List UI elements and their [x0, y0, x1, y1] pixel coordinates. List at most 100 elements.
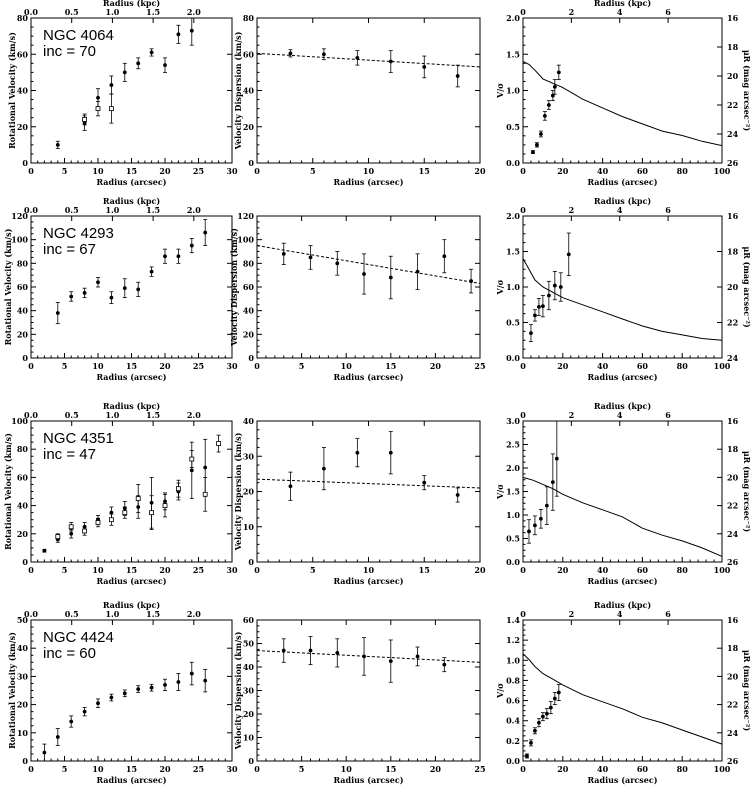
vs-4064-ytick-label: 1.0 — [506, 86, 520, 96]
rot-4351-point-open — [109, 517, 114, 523]
rot-4064-toplabel: Radius (kpc) — [103, 0, 161, 8]
vs-4424-xlabel: Radius (arcsec) — [587, 775, 657, 785]
disp-4424-point — [335, 651, 340, 655]
rot-4064-ytick-label: 40 — [17, 86, 29, 96]
disp-4351-xlabel: Radius (arcsec) — [333, 576, 403, 586]
vs-4424-ytick-label: 1.0 — [506, 655, 520, 665]
disp-4424-ytick-label: 60 — [243, 615, 255, 625]
vs-4293-point — [533, 313, 537, 318]
rot-4064-point — [163, 63, 167, 68]
vs-4351-toptick-label: 4 — [617, 410, 623, 420]
disp-4351-fit-line — [256, 478, 481, 489]
rot-4293-point — [163, 254, 167, 259]
rot-4293-xtick-label: 30 — [226, 361, 238, 371]
rot-4424-toptick-label: 2.0 — [187, 609, 201, 619]
vs-4424-point — [548, 705, 553, 710]
rot-4351-point — [203, 465, 208, 470]
vs-4424-ytick-label: 0.8 — [506, 675, 520, 685]
vs-4064-point — [542, 113, 547, 118]
vs-4064-rtick-label: 26 — [727, 158, 739, 168]
vs-4064-xtick-label: 40 — [597, 166, 609, 176]
rot-4064-xlabel: Radius (arcsec) — [96, 177, 166, 187]
rot-4424-point — [69, 719, 74, 724]
vs-4064-toplabel: Radius (kpc) — [594, 0, 652, 8]
disp-4351-ytick-label: 20 — [243, 487, 255, 497]
vs-4293-ytick-label: 1.5 — [506, 247, 520, 257]
rot-4293-point — [189, 243, 194, 248]
rot-4064-point — [96, 95, 100, 100]
disp-4064-ytick-label: 0 — [248, 158, 254, 168]
vs-4424-rlabel: μR (mag arcsec⁻²) — [742, 650, 752, 732]
rot-4064-toptick-label: 1.5 — [146, 7, 160, 17]
vs-4064-point — [550, 93, 555, 98]
vs-4064-ytick-label: 2.0 — [506, 13, 520, 23]
vs-4351-toptick-label: 6 — [665, 410, 671, 420]
rot-4293-point — [69, 294, 74, 299]
vs-4351-rtick-label: 16 — [727, 416, 739, 426]
rot-4064-point-open — [82, 117, 87, 122]
disp-4351-ytick-label: 0 — [248, 557, 254, 567]
disp-4064-xtick-label: 15 — [419, 166, 430, 176]
rot-4351-point — [109, 510, 114, 515]
vs-4064-toptick-label: 6 — [665, 7, 671, 17]
vs-4424-toptick-label: 0 — [520, 609, 526, 619]
rot-4293-xlabel: Radius (arcsec) — [96, 372, 166, 382]
rot-4064-point-open — [95, 106, 101, 112]
rot-4293-xtick-label: 10 — [92, 361, 104, 371]
vs-4424-xtick-label: 100 — [714, 764, 731, 774]
vs-4351-ylabel: V/σ — [495, 484, 505, 500]
rot-4351-xtick-label: 15 — [126, 565, 137, 575]
rot-4293-point — [122, 286, 127, 291]
disp-4293-ytick-label: 40 — [243, 306, 255, 316]
rot-4293-xtick-label: 15 — [126, 361, 137, 371]
disp-4293-ytick-label: 80 — [243, 258, 255, 268]
vs-4064-xtick-label: 20 — [557, 166, 569, 176]
rot-4293-point — [149, 269, 154, 274]
disp-4424-point — [415, 654, 420, 659]
vs-4293-xtick-label: 100 — [714, 361, 731, 371]
vs-4351-point — [527, 529, 531, 534]
rot-4064-point — [122, 70, 127, 75]
vs-4293-point — [566, 252, 571, 257]
rot-4351-point-open — [189, 456, 195, 462]
rot-4424-point — [42, 750, 47, 755]
vs-4293-ytick-label: 1.0 — [506, 282, 520, 292]
rot-4293-toplabel: Radius (kpc) — [103, 196, 161, 206]
vs-4064-xtick-label: 80 — [677, 166, 689, 176]
rot-4424-point — [55, 735, 60, 739]
vs-4293-rtick-label: 24 — [727, 353, 739, 363]
vs-4424-toplabel: Radius (kpc) — [594, 600, 652, 610]
vs-4293-point — [552, 283, 557, 288]
rot-4351-ytick-label: 100 — [11, 416, 28, 426]
rot-4064-point — [55, 142, 60, 147]
rot-4351-ytick-label: 80 — [17, 444, 29, 454]
vs-4351-ytick-label: 2.5 — [506, 440, 520, 450]
disp-4293-point — [442, 254, 447, 259]
vs-4064-xtick-label: 60 — [637, 166, 649, 176]
rot-4424-xtick-label: 15 — [126, 764, 137, 774]
vs-4351-ytick-label: 1.5 — [506, 487, 520, 497]
disp-4064-xtick-label: 20 — [474, 166, 486, 176]
rot-4424-point — [176, 680, 181, 684]
disp-4424-xtick-label: 10 — [341, 764, 353, 774]
vs-4424-ytick-label: 0.4 — [506, 716, 520, 726]
vs-4424-ytick-label: 1.2 — [506, 635, 520, 645]
vs-4351-xtick-label: 20 — [557, 565, 569, 575]
vs-4351-rtick-label: 26 — [727, 557, 739, 567]
vs-4293-xtick-label: 0 — [520, 361, 526, 371]
inclination-label: inc = 47 — [43, 446, 96, 463]
vs-4293-point — [537, 304, 541, 309]
rot-4351-point-open — [135, 496, 141, 501]
vs-4293-toptick-label: 0 — [520, 205, 526, 215]
rot-4351-point-open — [162, 503, 168, 509]
rot-4293-ylabel: Rotational Velocity (km/s) — [3, 228, 13, 345]
vs-4293-ytick-label: 2.0 — [506, 211, 520, 221]
rot-4064-toptick-label: 0.5 — [65, 7, 79, 17]
rot-4351-point-open — [216, 441, 222, 446]
vs-4351-rtick-label: 20 — [727, 472, 739, 482]
vs-4293-xtick-label: 80 — [677, 361, 689, 371]
rot-4351-point-open — [82, 528, 87, 534]
disp-4351-point — [322, 466, 326, 471]
vs-4351-profile-line — [522, 476, 723, 557]
disp-4424-point — [308, 648, 313, 653]
